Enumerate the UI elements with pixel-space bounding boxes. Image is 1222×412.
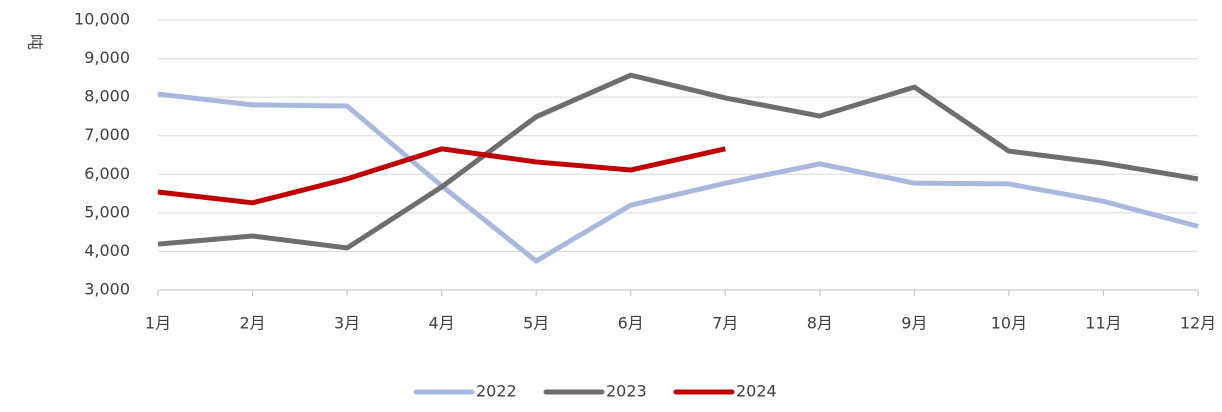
legend-label: 2022 (476, 382, 517, 401)
x-tick-label: 5月 (523, 314, 549, 333)
x-tick-label: 6月 (618, 314, 644, 333)
line-series (157, 146, 726, 206)
x-tick-label: 9月 (901, 314, 927, 333)
y-tick-label: 8,000 (84, 87, 130, 106)
y-tick-label: 3,000 (84, 280, 130, 299)
x-tick-label: 7月 (712, 314, 738, 333)
y-axis-label: 吨 (26, 34, 45, 50)
x-tick-label: 11月 (1085, 314, 1121, 333)
y-tick-label: 5,000 (84, 202, 130, 221)
line-series (157, 91, 1199, 264)
legend-label: 2023 (606, 382, 647, 401)
legend-label: 2024 (736, 382, 777, 401)
line-series (157, 72, 1199, 251)
y-tick-label: 9,000 (84, 48, 130, 67)
x-tick-label: 10月 (991, 314, 1027, 333)
y-tick-label: 4,000 (84, 241, 130, 260)
y-tick-label: 10,000 (74, 10, 130, 29)
x-tick-label: 1月 (145, 314, 171, 333)
x-tick-label: 3月 (334, 314, 360, 333)
x-tick-label: 8月 (807, 314, 833, 333)
x-tick-label: 2月 (239, 314, 265, 333)
x-tick-label: 12月 (1180, 314, 1216, 333)
x-tick-label: 4月 (429, 314, 455, 333)
y-tick-label: 7,000 (84, 125, 130, 144)
y-tick-label: 6,000 (84, 164, 130, 183)
